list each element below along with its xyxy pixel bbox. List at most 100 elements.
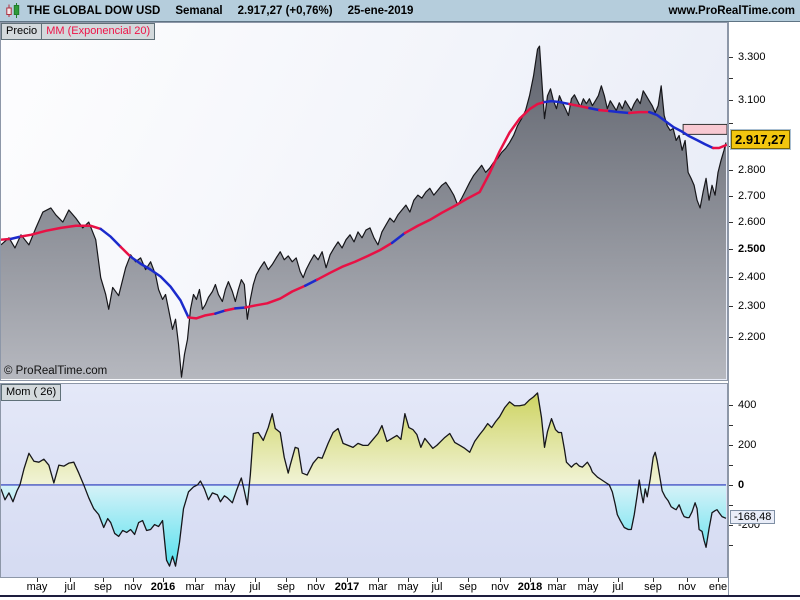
- x-axis-tick: [468, 578, 469, 582]
- chart-header: THE GLOBAL DOW USD Semanal 2.917,27 (+0,…: [0, 0, 800, 22]
- x-axis-tick: [653, 578, 654, 582]
- x-axis-label: jul: [431, 581, 443, 593]
- y-axis-tick: [728, 465, 733, 466]
- y-axis-label: 2.300: [738, 300, 766, 312]
- x-axis-label: mar: [547, 581, 567, 593]
- y-axis-tick: [728, 196, 733, 197]
- x-axis-label: 2016: [150, 581, 176, 593]
- y-axis-tick: [728, 249, 733, 250]
- x-axis-tick: [437, 578, 438, 582]
- y-axis-label: 2.700: [738, 190, 766, 202]
- x-axis-tick: [408, 578, 409, 582]
- x-axis-tick: [133, 578, 134, 582]
- x-axis-label: sep: [94, 581, 112, 593]
- y-axis-tick: [728, 100, 733, 101]
- bottom-border: [0, 595, 800, 597]
- x-axis-tick: [163, 578, 164, 582]
- momentum-chart[interactable]: [1, 384, 727, 577]
- y-axis-label: 0: [738, 479, 745, 491]
- instrument-title: THE GLOBAL DOW USD: [27, 4, 161, 17]
- x-axis-label: mar: [185, 581, 205, 593]
- axis-separator-line: [728, 22, 729, 597]
- x-axis-tick: [37, 578, 38, 582]
- y-axis-tick: [728, 222, 733, 223]
- y-axis-tick: [728, 123, 733, 124]
- y-axis-label: 2.200: [738, 331, 766, 343]
- y-axis-tick: [728, 57, 733, 58]
- y-axis-label: 400: [738, 399, 757, 411]
- momentum-panel[interactable]: Mom ( 26): [0, 383, 728, 578]
- x-axis-label: nov: [678, 581, 696, 593]
- x-axis-label: may: [26, 581, 48, 593]
- y-axis-tick: [728, 545, 733, 546]
- candlestick-icon: [6, 3, 20, 18]
- x-axis-label: may: [397, 581, 419, 593]
- y-axis-tick: [728, 485, 733, 486]
- momentum-axis[interactable]: -168,48 400 200 0 -200: [728, 383, 800, 578]
- x-axis-tick: [588, 578, 589, 582]
- x-axis-tick: [378, 578, 379, 582]
- x-axis-label: may: [214, 581, 236, 593]
- tab-precio[interactable]: Precio: [1, 23, 43, 40]
- x-axis-label: nov: [491, 581, 509, 593]
- x-axis-tick: [103, 578, 104, 582]
- y-axis-label: 2.400: [738, 271, 766, 283]
- y-axis-label: 200: [738, 439, 757, 451]
- x-axis-tick: [255, 578, 256, 582]
- x-axis-tick: [70, 578, 71, 582]
- x-axis-tick: [500, 578, 501, 582]
- y-axis-label: 3.100: [738, 94, 766, 106]
- site-link[interactable]: www.ProRealTime.com: [668, 4, 795, 17]
- y-axis-label: 2.600: [738, 216, 766, 228]
- x-axis-label: ene: [708, 581, 728, 593]
- x-axis-tick: [195, 578, 196, 582]
- price-panel-tabs: Precio MM (Exponencial 20): [1, 23, 156, 40]
- momentum-panel-tabs: Mom ( 26): [1, 384, 62, 401]
- y-axis-tick: [728, 146, 733, 147]
- last-quote: 2.917,27 (+0,76%): [237, 4, 333, 17]
- y-axis-label: 2.500: [738, 243, 766, 255]
- price-axis[interactable]: 2.917,27 3.300 3.100 2.800 2.700 2.600 2.500 2…: [728, 22, 800, 381]
- timeframe-label: Semanal: [175, 4, 223, 17]
- x-axis-label: sep: [459, 581, 477, 593]
- x-axis-tick: [316, 578, 317, 582]
- tab-momentum[interactable]: Mom ( 26): [1, 384, 62, 401]
- x-axis-label: nov: [124, 581, 142, 593]
- y-axis-label: 2.800: [738, 164, 766, 176]
- x-axis-label: jul: [249, 581, 261, 593]
- y-axis-tick: [728, 405, 733, 406]
- y-axis-tick: [728, 170, 733, 171]
- x-axis-label: jul: [612, 581, 624, 593]
- x-axis-tick: [530, 578, 531, 582]
- x-axis-label: sep: [277, 581, 295, 593]
- y-axis-tick: [728, 505, 733, 506]
- time-axis[interactable]: may jul sep nov 2016 mar may jul sep nov 2017 mar ma…: [0, 578, 800, 597]
- x-axis-label: jul: [64, 581, 76, 593]
- x-axis-tick: [687, 578, 688, 582]
- y-axis-label: 3.300: [738, 51, 766, 63]
- x-axis-tick: [557, 578, 558, 582]
- x-axis-tick: [347, 578, 348, 582]
- x-axis-label: sep: [644, 581, 662, 593]
- price-panel[interactable]: Precio MM (Exponencial 20) © ProRealTime…: [0, 22, 728, 381]
- y-axis-tick: [728, 78, 733, 79]
- y-axis-tick: [728, 277, 733, 278]
- y-axis-tick: [728, 445, 733, 446]
- tab-mm-exponencial-20[interactable]: MM (Exponencial 20): [42, 23, 156, 40]
- x-axis-label: may: [577, 581, 599, 593]
- x-axis-label: 2017: [334, 581, 360, 593]
- x-axis-tick: [718, 578, 719, 582]
- price-chart[interactable]: [1, 23, 727, 380]
- x-axis-tick: [618, 578, 619, 582]
- y-axis-tick: [728, 525, 733, 526]
- quote-date: 25-ene-2019: [347, 4, 414, 17]
- x-axis-label: 2018: [517, 581, 543, 593]
- y-axis-tick: [728, 425, 733, 426]
- x-axis-tick: [286, 578, 287, 582]
- x-axis-label: nov: [307, 581, 325, 593]
- y-axis-tick: [728, 306, 733, 307]
- y-axis-tick: [728, 337, 733, 338]
- momentum-value-tag: -168,48: [730, 510, 776, 524]
- x-axis-label: mar: [368, 581, 388, 593]
